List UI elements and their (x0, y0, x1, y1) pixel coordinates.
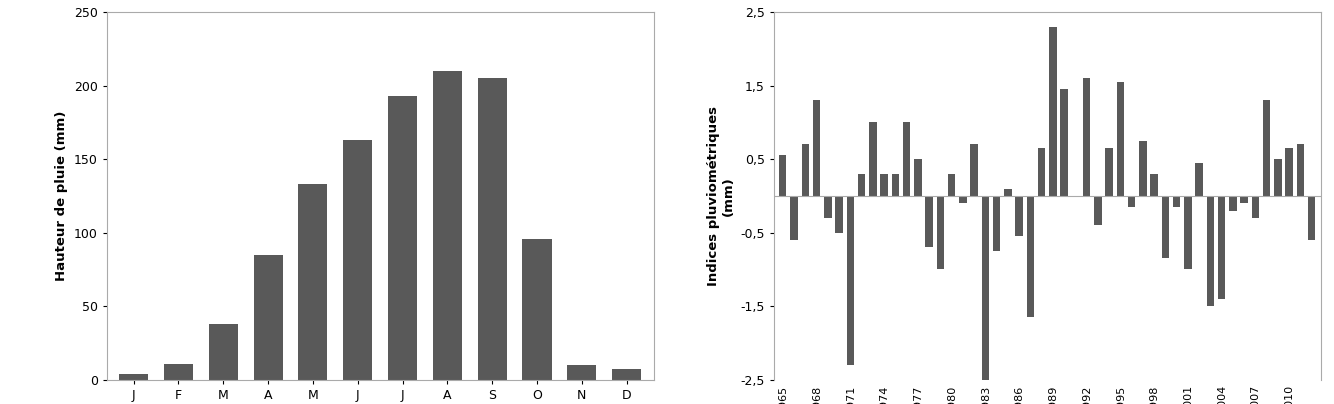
Bar (812, 100, 820, 196)
Y-axis label: Hauteur de pluie (mm): Hauteur de pluie (mm) (55, 111, 68, 281)
Bar (970, 145, 978, 196)
Bar (1106, 148, 1113, 196)
Bar (1263, 100, 1270, 196)
Bar (1061, 89, 1067, 196)
Bar (1117, 82, 1125, 196)
Bar (1309, 196, 1315, 240)
Bar (343, 140, 372, 380)
Bar (791, 196, 798, 240)
Bar (1241, 196, 1247, 203)
Bar (992, 196, 1000, 251)
Bar (959, 196, 967, 203)
Bar (1083, 78, 1090, 196)
Bar (1229, 196, 1237, 210)
Bar (858, 174, 866, 196)
Bar (208, 324, 237, 380)
Bar (1297, 145, 1305, 196)
Bar (982, 196, 988, 383)
Bar (903, 122, 910, 196)
Bar (164, 364, 193, 380)
Bar (802, 145, 808, 196)
Bar (936, 196, 944, 269)
Bar (1207, 196, 1214, 306)
Bar (1027, 196, 1034, 317)
Bar (1129, 196, 1135, 207)
Bar (388, 96, 418, 380)
Bar (870, 122, 876, 196)
Bar (1015, 196, 1023, 236)
Bar (880, 174, 887, 196)
Bar (119, 374, 148, 380)
Bar (835, 196, 843, 233)
Bar (1139, 141, 1146, 196)
Bar (1038, 148, 1046, 196)
Bar (1185, 196, 1191, 269)
Bar (1251, 196, 1259, 218)
Bar (891, 174, 899, 196)
Bar (1218, 196, 1226, 299)
Bar (1173, 196, 1181, 207)
Bar (1150, 174, 1158, 196)
Bar (1162, 196, 1169, 259)
Bar (523, 239, 551, 380)
Bar (1094, 196, 1102, 225)
Bar (1195, 163, 1203, 196)
Bar (847, 196, 854, 365)
Bar (1274, 159, 1282, 196)
Bar (253, 255, 283, 380)
Bar (1005, 189, 1011, 196)
Bar (824, 196, 831, 218)
Y-axis label: Indices pluviométriques
(mm): Indices pluviométriques (mm) (707, 106, 735, 286)
Bar (299, 184, 327, 380)
Bar (1050, 27, 1057, 196)
Bar (1286, 148, 1293, 196)
Bar (926, 196, 932, 247)
Bar (612, 370, 642, 380)
Bar (779, 156, 787, 196)
Bar (567, 365, 596, 380)
Bar (478, 78, 507, 380)
Bar (914, 159, 922, 196)
Bar (432, 71, 462, 380)
Bar (948, 174, 955, 196)
